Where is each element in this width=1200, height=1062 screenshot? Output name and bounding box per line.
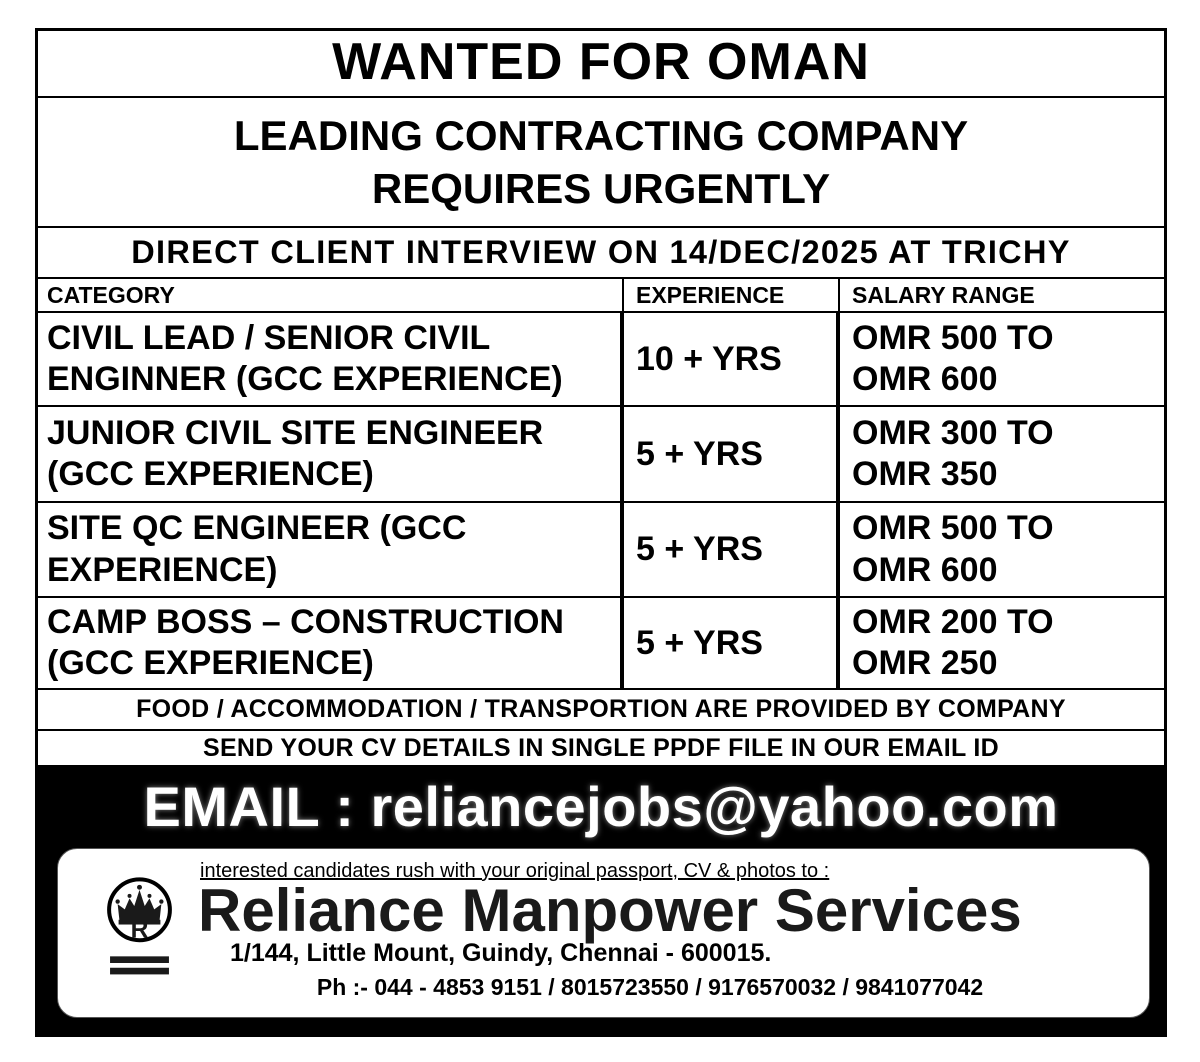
svg-text:R: R <box>131 916 149 943</box>
